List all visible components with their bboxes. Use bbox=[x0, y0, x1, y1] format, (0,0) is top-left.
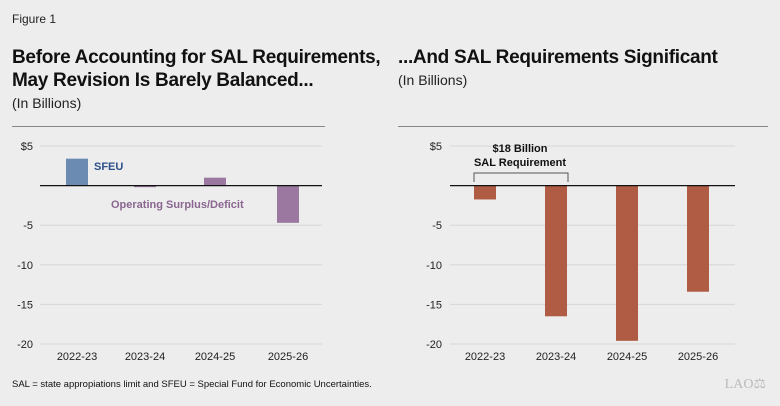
x-tick-label: 2025-26 bbox=[268, 351, 308, 363]
bar-2023-24 bbox=[545, 185, 567, 317]
y-tick-label: -20 bbox=[17, 339, 33, 351]
x-tick-label: 2022-23 bbox=[465, 351, 505, 363]
sal-bracket bbox=[473, 172, 569, 182]
bar-2024-25 bbox=[616, 185, 638, 341]
bar-2023-24 bbox=[134, 185, 156, 188]
left-divider bbox=[12, 126, 325, 127]
x-tick-label: 2024-25 bbox=[607, 351, 647, 363]
operating-series-label: Operating Surplus/Deficit bbox=[111, 199, 244, 211]
x-tick-label: 2023-24 bbox=[125, 351, 165, 363]
y-tick-label: -15 bbox=[17, 299, 33, 311]
y-tick-label: -5 bbox=[23, 220, 33, 232]
left-chart-subtitle: (In Billions) bbox=[12, 95, 82, 111]
right-chart-subtitle: (In Billions) bbox=[398, 72, 468, 88]
y-tick-label: -20 bbox=[426, 339, 442, 351]
y-tick-label: $5 bbox=[430, 141, 442, 153]
bar-2022-23 bbox=[66, 158, 88, 186]
left-chart-header: Before Accounting for SAL Requirements, … bbox=[12, 46, 392, 112]
footnote: SAL = state appropiations limit and SFEU… bbox=[12, 379, 372, 390]
bar-2024-25 bbox=[204, 177, 226, 186]
sfeu-series-label: SFEU bbox=[94, 161, 123, 173]
bar-2025-26 bbox=[277, 185, 299, 223]
y-tick-label: -5 bbox=[432, 220, 442, 232]
y-tick-label: -10 bbox=[17, 260, 33, 272]
y-tick-label: -15 bbox=[426, 299, 442, 311]
x-tick-label: 2025-26 bbox=[678, 351, 718, 363]
x-tick-label: 2024-25 bbox=[195, 351, 235, 363]
figure-label: Figure 1 bbox=[12, 12, 57, 26]
x-tick-label: 2023-24 bbox=[536, 351, 576, 363]
right-divider bbox=[398, 126, 768, 127]
annotation-line-1: $18 Billion bbox=[492, 143, 547, 155]
bar-2025-26 bbox=[687, 185, 709, 292]
bar-2022-23 bbox=[474, 185, 496, 200]
annotation-line-2: SAL Requirement bbox=[474, 157, 566, 169]
y-tick-label: $5 bbox=[21, 141, 33, 153]
x-tick-label: 2022-23 bbox=[57, 351, 97, 363]
left-chart-title: Before Accounting for SAL Requirements, … bbox=[12, 47, 381, 91]
lao-logo: LAO⚖ bbox=[724, 377, 766, 392]
right-chart-header: ...And SAL Requirements Significant (In … bbox=[398, 46, 768, 89]
right-chart-title: ...And SAL Requirements Significant bbox=[398, 47, 718, 68]
y-tick-label: -10 bbox=[426, 260, 442, 272]
